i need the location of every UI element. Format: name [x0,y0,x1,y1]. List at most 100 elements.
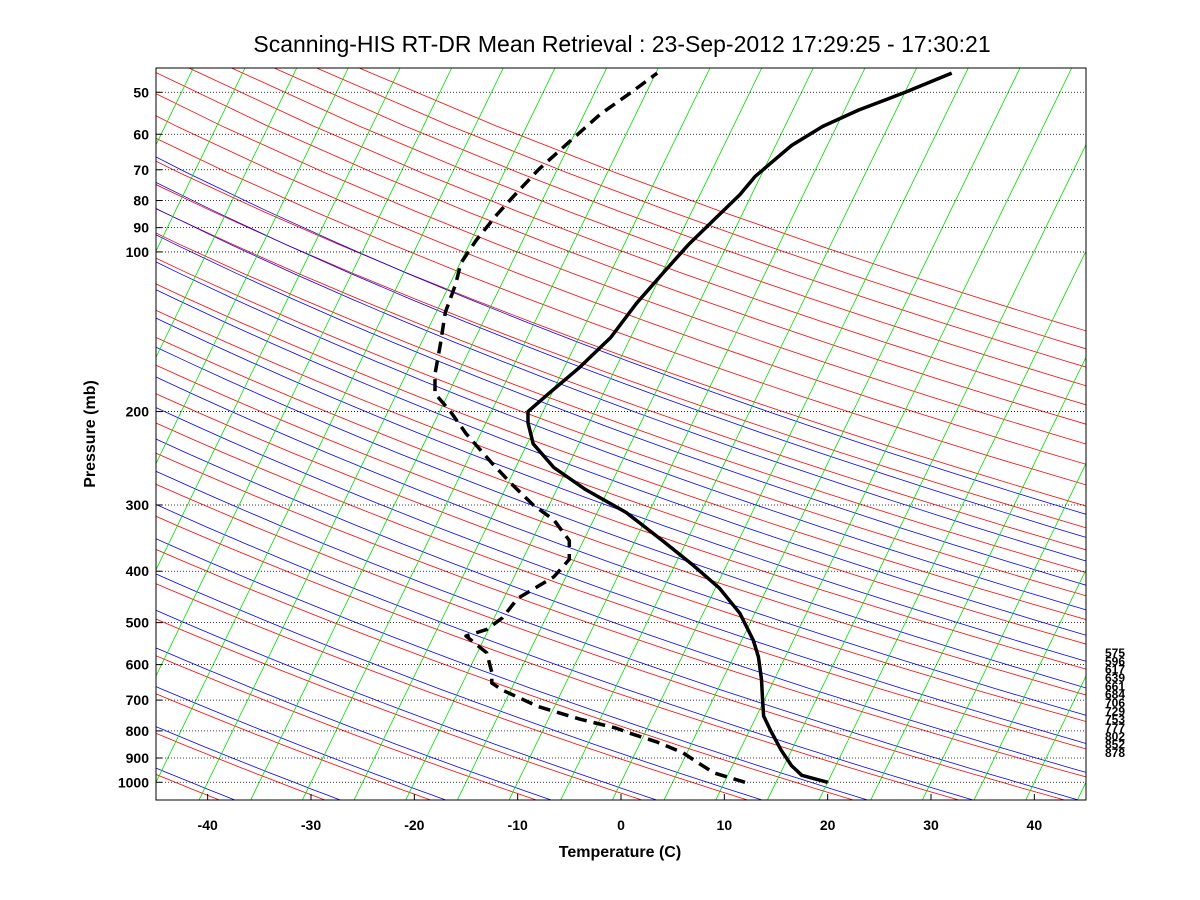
x-tick-label-5: 10 [717,817,733,833]
moist-adiabat-1 [156,726,341,800]
right-label-5: 684 [1105,688,1125,702]
moist-adiabat-5 [156,573,763,800]
isotherm-line-26 [302,68,659,800]
dry-adiabat-18 [156,208,1086,551]
moist-adiabat-10 [156,407,1086,744]
isotherm-line-28 [405,68,763,800]
moist-adiabat-12 [156,346,1086,689]
isotherm-line-21 [156,68,401,571]
x-tick-label-7: 30 [923,817,939,833]
x-axis-label: Temperature (C) [559,844,681,861]
x-tick-label-4: 0 [617,817,625,833]
isotherm-line-22 [156,68,453,677]
moist-adiabat-9 [156,438,1086,773]
y-tick-label-14: 1000 [118,774,149,790]
y-tick-label-8: 400 [126,563,150,579]
right-label-8: 753 [1105,713,1125,727]
dry-adiabat-3 [156,655,537,800]
dry-adiabat-9 [156,452,1086,778]
right-label-6: 706 [1105,696,1125,710]
dry-adiabat-17 [156,232,1086,573]
right-label-12: 878 [1105,746,1125,760]
moist-adiabat-3 [156,647,552,800]
isotherm-line-38 [922,462,1086,800]
y-tick-label-13: 900 [126,750,150,766]
moist-adiabat-7 [156,504,974,800]
y-tick-label-0: 50 [133,84,149,100]
moist-adiabat-6 [156,538,868,800]
right-label-9: 777 [1105,721,1125,735]
y-tick-label-5: 100 [126,244,150,260]
isotherm-line-23 [156,68,504,784]
chart-title: Scanning-HIS RT-DR Mean Retrieval : 23-S… [253,31,990,57]
dry-adiabat-6 [156,549,854,800]
isotherm-line-24 [198,68,556,800]
y-tick-label-2: 70 [133,162,149,178]
x-tick-label-3: -10 [508,817,528,833]
y-tick-label-6: 200 [126,404,150,420]
dry-adiabat-8 [156,483,1065,800]
moist-adiabat-19 [156,156,1086,515]
dry-adiabat-7 [156,515,959,800]
isotherm-line-30 [508,68,866,800]
y-tick-label-4: 90 [133,220,149,236]
right-label-0: 575 [1105,646,1125,660]
isotherm-line-33 [663,68,1021,800]
isotherm-line-25 [250,68,608,800]
y-tick-label-3: 80 [133,193,149,209]
y-axis-ticks: 50 60 70 80 90 100 200 300 400 500 600 700 800 900 100… [118,84,162,790]
isotherm-line-27 [353,68,711,800]
moist-adiabat-4 [156,609,657,800]
dry-adiabat-5 [156,583,748,800]
dry-adiabat-22 [156,115,1086,465]
profile-lines [433,71,953,784]
moist-adiabat-18 [156,181,1086,538]
x-tick-label-8: 40 [1027,817,1043,833]
x-tick-label-0: -40 [198,817,218,833]
dry-adiabat-14 [156,309,1086,645]
dry-adiabat-16 [156,257,1086,597]
isotherm-line-29 [457,68,814,800]
right-label-3: 639 [1105,671,1125,685]
isotherm-line-37 [870,356,1086,800]
y-axis-label: Pressure (mb) [82,380,99,488]
y-tick-label-10: 600 [126,657,150,673]
dry-adiabat-13 [156,336,1086,670]
y-tick-label-7: 300 [126,497,150,513]
isotherm-line-40 [1025,675,1086,800]
x-tick-label-1: -30 [301,817,321,833]
isotherm-line-20 [156,68,349,465]
thermo-background-lines [156,68,1086,800]
right-label-4: 661 [1105,679,1125,693]
right-label-2: 617 [1105,663,1125,677]
y-tick-label-9: 500 [126,615,150,631]
dry-adiabat-11 [156,393,1086,722]
x-tick-label-2: -20 [404,817,424,833]
moist-adiabat-2 [156,686,446,800]
x-tick-label-6: 20 [820,817,836,833]
dry-adiabat-21 [156,137,1086,486]
isotherm-line-32 [612,68,969,800]
dry-adiabat-23 [156,93,1086,445]
y-tick-label-11: 700 [126,692,150,708]
dry-adiabat-19 [156,184,1086,529]
moist-adiabat-14 [156,289,1086,636]
isotherm-line-31 [560,68,918,800]
right-label-10: 802 [1105,729,1125,743]
y-tick-label-1: 60 [133,126,149,142]
right-label-1: 596 [1105,654,1125,668]
dry-adiabat-15 [156,283,1086,620]
moist-adiabat-17 [156,207,1086,562]
y-tick-label-12: 800 [126,723,150,739]
dry-adiabat-4 [156,618,643,800]
right-label-11: 852 [1105,738,1125,752]
profile-series-0 [526,71,953,784]
dry-adiabat-1 [156,732,326,800]
pressure-grid [156,91,1086,783]
moist-adiabat-15 [156,261,1086,611]
isotherm-line-34 [715,68,1073,800]
right-label-7: 729 [1105,704,1125,718]
isotherm-line-39 [973,568,1086,800]
